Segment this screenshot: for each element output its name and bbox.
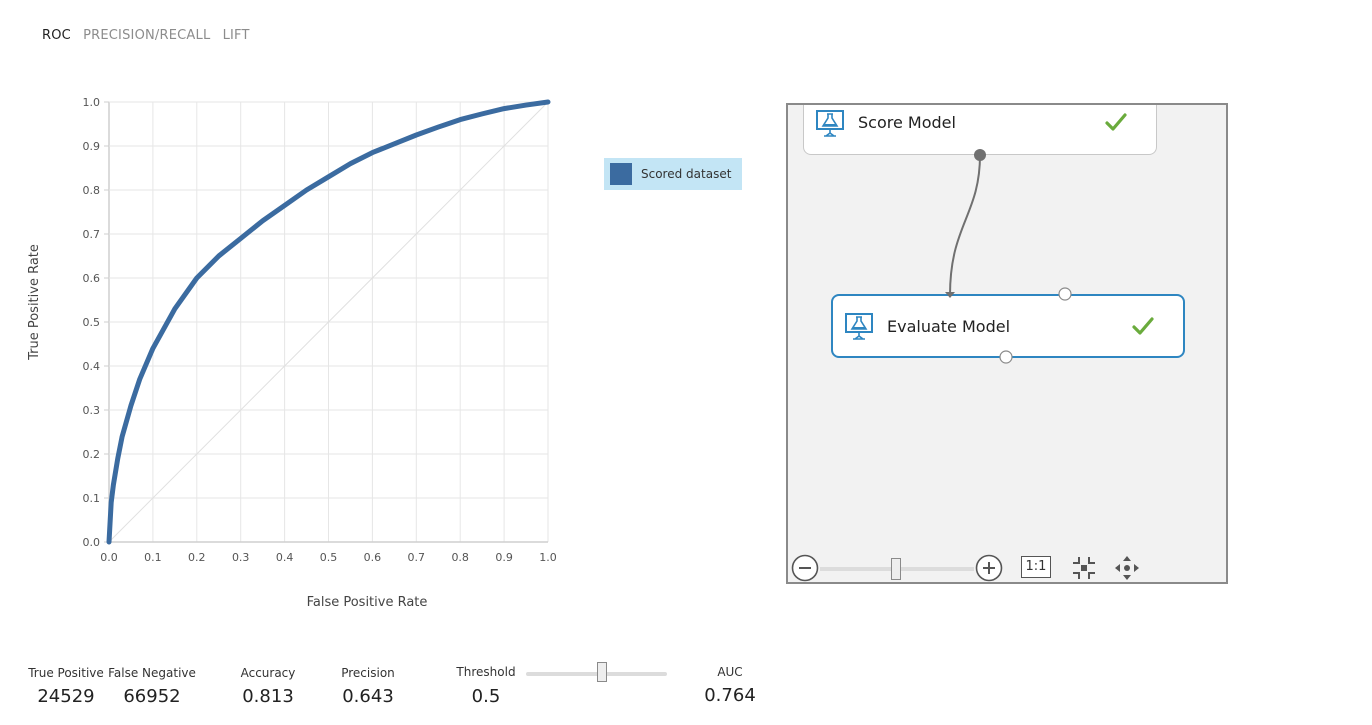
y-tick-label: 0.8 [83,184,101,197]
metric-false-negative: False Negative 66952 [104,666,200,707]
metric-value: 0.764 [704,685,756,706]
chart-reference-diagonal [108,101,549,543]
chart-legend-item[interactable]: Scored dataset [604,158,742,190]
experiment-canvas[interactable]: Score Model Evaluate Model [786,103,1228,584]
output-port[interactable] [999,350,1013,364]
canvas-zoom-bar: 1:1 [788,551,1226,583]
x-tick-label: 0.1 [144,551,162,564]
input-port[interactable] [1058,287,1072,301]
flask-monitor-icon [816,110,844,137]
x-tick-label: 0.3 [232,551,250,564]
chart-x-axis-label: False Positive Rate [307,595,428,610]
metric-auc: AUC 0.764 [690,665,770,706]
y-tick-label: 1.0 [83,96,101,109]
threshold-slider-track[interactable] [526,662,667,682]
threshold-value[interactable]: 0.5 [471,686,501,707]
x-tick-label: 0.0 [100,551,118,564]
chart-points [108,101,549,543]
y-tick-label: 0.7 [83,228,101,241]
metric-value: 24529 [37,686,95,707]
x-tick-label: 0.9 [495,551,513,564]
x-tick-label: 0.6 [364,551,382,564]
module-score-model[interactable]: Score Model [803,105,1157,155]
metric-label: True Positive [28,666,104,680]
y-tick-label: 0.4 [83,360,101,373]
y-tick-label: 0.3 [83,404,101,417]
metric-value: 0.813 [242,686,294,707]
pan-icon[interactable] [1113,554,1141,582]
module-label: Score Model [858,112,956,132]
zoom-slider-thumb[interactable] [890,558,901,580]
x-tick-label: 0.4 [276,551,294,564]
zoom-reset-label: 1:1 [1025,559,1047,574]
x-tick-label: 1.0 [539,551,557,564]
legend-swatch [610,163,632,185]
check-icon [1132,317,1154,335]
x-tick-label: 0.7 [408,551,426,564]
chart-grid [104,101,549,543]
y-tick-label: 0.1 [83,492,101,505]
x-tick-label: 0.5 [320,551,338,564]
connector-wire [949,154,981,296]
zoom-reset-button[interactable]: 1:1 [1021,556,1051,578]
connection-wires [949,154,981,296]
y-tick-label: 0.6 [83,272,101,285]
metric-label: Threshold [456,665,516,679]
module-label: Evaluate Model [887,316,1011,336]
tab-precision-recall[interactable]: PRECISION/RECALL [83,28,211,43]
chart-ticks: 0.0 0.1 0.2 0.3 0.4 0.5 0.6 0.7 0.8 0.9 1.0 0.0 0.1 0… [83,96,557,564]
x-tick-label: 0.2 [188,551,206,564]
y-tick-label: 0.0 [83,536,101,549]
metric-accuracy: Accuracy 0.813 [228,666,308,707]
check-icon [1105,113,1127,131]
threshold-slider-thumb[interactable] [596,662,607,682]
tab-roc[interactable]: ROC [42,28,71,43]
module-evaluate-model[interactable]: Evaluate Model [831,294,1185,358]
tab-lift[interactable]: LIFT [222,28,250,43]
roc-chart: 0.0 0.1 0.2 0.3 0.4 0.5 0.6 0.7 0.8 0.9 1.0 0.0 0.1 0… [27,96,557,610]
metric-label: Accuracy [240,666,296,680]
zoom-out-icon[interactable] [790,553,820,583]
legend-label: Scored dataset [641,167,732,181]
metric-value: 0.643 [342,686,394,707]
metric-threshold: Threshold 0.5 [446,665,526,707]
x-tick-label: 0.8 [451,551,469,564]
metric-label: False Negative [108,666,196,680]
y-tick-label: 0.5 [83,316,101,329]
y-tick-label: 0.2 [83,448,101,461]
y-tick-label: 0.9 [83,140,101,153]
metric-true-positive: True Positive 24529 [14,666,118,707]
flask-monitor-icon [845,313,873,340]
zoom-in-icon[interactable] [974,553,1004,583]
metric-precision: Precision 0.643 [328,666,408,707]
chart-series-scored-dataset [106,99,551,545]
output-port[interactable] [973,148,987,162]
metric-label: AUC [717,665,743,679]
fit-to-screen-icon[interactable] [1070,554,1098,582]
chart-y-axis-label: True Positive Rate [27,244,42,361]
metric-label: Precision [341,666,395,680]
input-port[interactable] [943,290,957,300]
chart-tabs: ROC PRECISION/RECALL LIFT [42,28,258,43]
metric-value: 66952 [123,686,181,707]
